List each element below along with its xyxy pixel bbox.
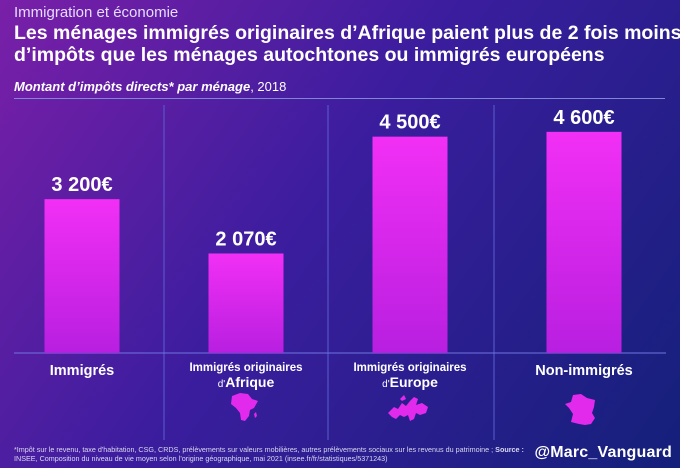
bar bbox=[372, 136, 448, 353]
bar bbox=[44, 199, 120, 353]
source-label: Source : bbox=[495, 445, 524, 454]
title-line-1: Les ménages immigrés originaires d’Afriq… bbox=[14, 22, 680, 44]
source-text: INSEE, Composition du niveau de vie moye… bbox=[14, 454, 388, 463]
category-label-line2: d'Europe bbox=[382, 374, 438, 390]
category-label-line2: d'Afrique bbox=[218, 374, 275, 390]
author-handle: @Marc_Vanguard bbox=[534, 444, 672, 461]
value-label: 2 070€ bbox=[215, 228, 276, 250]
category-label: Non-immigrés bbox=[535, 363, 633, 379]
category-label-line1: Immigrés originaires bbox=[353, 362, 466, 374]
chart-subtitle: Montant d’impôts directs* par ménage, 20… bbox=[14, 79, 286, 94]
footnote: *Impôt sur le revenu, taxe d'habitation,… bbox=[14, 445, 524, 463]
category-label-line1: Immigrés originaires bbox=[189, 362, 302, 374]
bar bbox=[546, 131, 622, 353]
title-line-2: d’impôts que les ménages autochtones ou … bbox=[14, 44, 605, 66]
europe-map-icon bbox=[388, 395, 428, 421]
subtitle-year: , 2018 bbox=[250, 79, 287, 94]
chart-title: Les ménages immigrés originaires d’Afriq… bbox=[14, 22, 680, 66]
value-label: 3 200€ bbox=[51, 174, 112, 196]
category-label: Immigrés bbox=[50, 363, 114, 379]
title-divider bbox=[14, 98, 665, 99]
subtitle-measure: Montant d’impôts directs* par ménage bbox=[14, 79, 251, 94]
value-label: 4 500€ bbox=[379, 112, 440, 134]
value-label: 4 600€ bbox=[553, 107, 614, 129]
bar bbox=[208, 253, 284, 353]
footnote-text: *Impôt sur le revenu, taxe d'habitation,… bbox=[14, 445, 494, 454]
africa-map-icon bbox=[231, 393, 258, 421]
france-map-icon bbox=[565, 394, 595, 425]
kicker-label: Immigration et économie bbox=[14, 4, 179, 21]
